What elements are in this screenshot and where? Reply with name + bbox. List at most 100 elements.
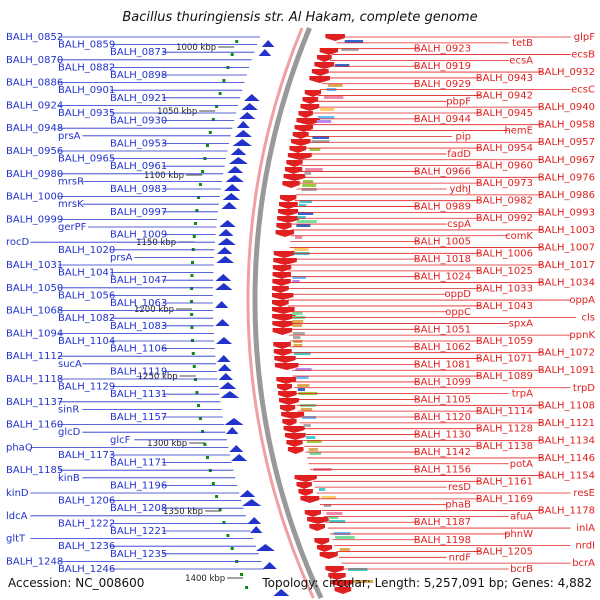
reverse-feature: [286, 440, 303, 447]
reverse-feature: [325, 34, 345, 41]
gene-label: BALH_0967: [538, 155, 595, 166]
reverse-feature: [309, 524, 326, 531]
gene-label: BALH_0870: [6, 55, 63, 66]
gene-label: BALH_1235: [110, 549, 167, 560]
scale-label: 1400 kbp: [185, 574, 225, 584]
gene-label: BALH_1131: [110, 389, 167, 400]
gene-label: BALH_1063: [110, 298, 167, 309]
gene-label: glcF: [110, 435, 131, 446]
gene-label: BALH_0882: [58, 62, 115, 73]
gc-skew-mark: [240, 573, 244, 576]
gene-label: oppC: [445, 307, 471, 318]
gene-label: BALH_1099: [414, 377, 471, 388]
forward-feature: [219, 220, 236, 227]
gc-skew-mark: [230, 53, 234, 56]
gene-label: comK: [505, 231, 533, 242]
gene-label: BALH_1128: [476, 424, 533, 435]
gene-label: BALH_1161: [476, 476, 533, 487]
gc-skew-mark: [190, 274, 194, 277]
gene-label: BALH_0993: [538, 207, 595, 218]
cog-block: [316, 120, 332, 123]
gc-skew-mark: [203, 443, 207, 446]
gene-label: BALH_1173: [58, 450, 115, 461]
gene-label: BALH_1043: [476, 301, 533, 312]
gene-label: gltT: [6, 534, 26, 545]
gene-label: BALH_1108: [538, 400, 595, 411]
gene-label: BALH_1072: [538, 348, 595, 359]
forward-feature: [217, 238, 236, 245]
cog-block: [323, 96, 344, 99]
scale-label: 1000 kbp: [176, 43, 216, 53]
gene-label: prsA: [58, 131, 81, 142]
reverse-feature: [278, 391, 297, 398]
cog-block: [304, 172, 312, 175]
gene-label: BALH_1146: [538, 453, 595, 464]
gene-label: glpF: [574, 32, 595, 43]
gene-label: ppnK: [569, 330, 595, 341]
reverse-feature: [272, 279, 291, 286]
reverse-feature: [296, 482, 312, 489]
cog-block: [294, 248, 309, 251]
gc-skew-mark: [190, 313, 194, 316]
gene-label: BALH_0982: [476, 196, 533, 207]
gc-skew-mark: [222, 79, 226, 82]
gene-label: BALH_0980: [6, 169, 63, 180]
gene-label: BALH_1051: [414, 324, 471, 335]
forward-feature: [220, 391, 240, 398]
gene-label: BALH_0961: [110, 161, 167, 172]
cog-block: [292, 280, 300, 283]
forward-feature: [247, 517, 262, 524]
gene-label: BALH_1068: [6, 306, 63, 317]
forward-feature: [219, 382, 237, 389]
gene-label: mrsK: [58, 199, 84, 210]
gene-label: BALH_0940: [538, 102, 595, 113]
reverse-feature: [314, 62, 335, 69]
gene-label: BALH_0943: [476, 73, 533, 84]
gene-label: BALH_0989: [414, 202, 471, 213]
feature-tracks: [190, 27, 374, 600]
gc-skew-mark: [215, 105, 219, 108]
reverse-feature: [272, 286, 289, 293]
reverse-feature: [277, 384, 293, 391]
cog-block: [321, 496, 336, 499]
gene-label: BALH_1059: [476, 336, 533, 347]
gc-skew-mark: [195, 391, 199, 394]
reverse-feature: [273, 349, 292, 356]
gene-label: BALH_1081: [414, 359, 471, 370]
gene-label: BALH_1121: [538, 418, 595, 429]
gene-label: BALH_0919: [414, 61, 471, 72]
reverse-feature: [282, 419, 297, 426]
gene-label: BALH_0945: [476, 108, 533, 119]
gene-label: nrdF: [449, 552, 472, 563]
forward-feature: [225, 175, 244, 182]
gc-skew-mark: [195, 209, 199, 212]
gene-label: oppD: [444, 289, 471, 300]
gc-skew-mark: [218, 92, 222, 95]
forward-feature: [229, 445, 244, 452]
reverse-ring-edge: [246, 27, 315, 599]
reverse-feature: [294, 475, 317, 482]
cog-block: [309, 148, 321, 151]
forward-feature: [239, 490, 256, 497]
gene-label: BALH_1187: [414, 517, 471, 528]
reverse-feature: [307, 517, 329, 524]
reverse-feature: [272, 265, 292, 272]
gene-label: phaQ: [6, 442, 33, 453]
gc-skew-mark: [190, 339, 194, 342]
map-title: Bacillus thuringiensis str. Al Hakam, co…: [122, 10, 477, 25]
forward-feature: [218, 229, 234, 236]
reverse-feature: [284, 167, 303, 174]
gc-skew-mark: [230, 547, 234, 550]
cog-block: [295, 368, 312, 371]
gc-skew-mark: [190, 261, 194, 264]
cog-block: [292, 312, 303, 315]
reverse-feature: [300, 496, 320, 503]
gene-label: BALH_1034: [538, 278, 595, 289]
cog-block: [299, 200, 312, 203]
gc-skew-mark: [190, 326, 194, 329]
gene-label: BALH_0932: [538, 67, 595, 78]
reverse-feature: [287, 447, 304, 454]
gene-label: BALH_1104: [58, 336, 115, 347]
gene-label: pbpF: [446, 96, 471, 107]
gene-label: BALH_1160: [6, 420, 63, 431]
